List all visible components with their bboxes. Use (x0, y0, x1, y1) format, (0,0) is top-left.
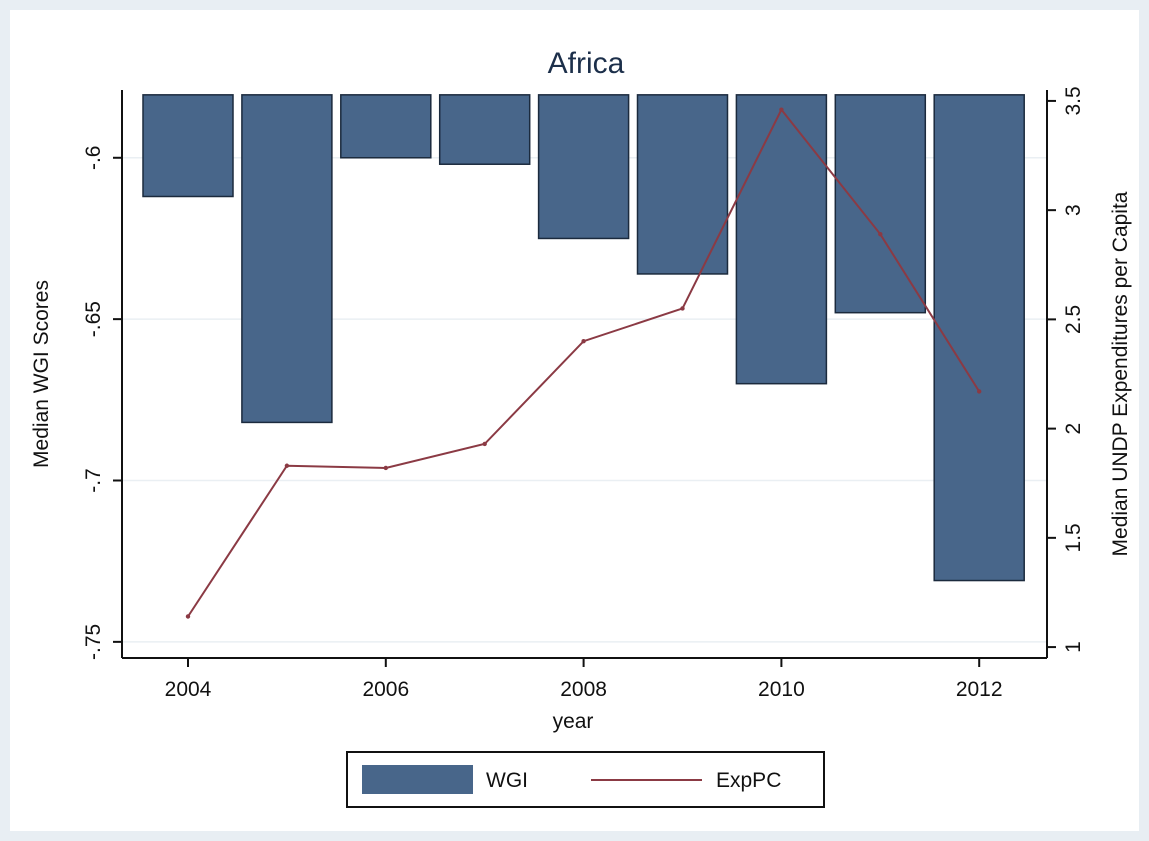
right-tick-label: 3 (1062, 204, 1085, 216)
tick-marks: -.6 -.65 -.7 -.75 1 1.5 2 2.5 3 3.5 2004 2006 2008 20… (82, 86, 1085, 701)
left-tick-label: -.65 (82, 301, 105, 337)
left-y-axis-title: Median WGI Scores (30, 280, 53, 468)
right-tick-label: 2 (1062, 423, 1085, 435)
exppc-line-group (185, 107, 982, 619)
wgi-bar-2005 (241, 94, 333, 424)
exppc-point-2009 (680, 306, 685, 311)
exppc-point-2011 (878, 231, 883, 237)
left-tick-label: -.7 (82, 468, 105, 493)
exppc-point-2010 (779, 107, 784, 112)
x-tick-label: 2008 (560, 678, 607, 701)
left-tick-label: -.75 (82, 624, 105, 660)
exppc-point-2007 (482, 441, 487, 447)
wgi-bar-2007 (438, 94, 531, 165)
legend-label-exppc: ExpPC (716, 769, 781, 792)
legend-swatch-wgi (362, 765, 473, 794)
x-tick-label: 2012 (956, 678, 1003, 701)
exppc-point-2006 (383, 465, 388, 471)
right-y-axis-title: Median UNDP Expenditures per Capita (1109, 191, 1132, 556)
exppc-point-2008 (581, 339, 586, 344)
x-tick-label: 2010 (758, 678, 805, 701)
x-axis-title: year (553, 710, 594, 733)
exppc-point-2012 (977, 389, 982, 394)
wgi-bars (142, 94, 1025, 582)
left-tick-label: -.6 (82, 146, 105, 171)
x-tick-label: 2006 (362, 678, 409, 701)
x-tick-label: 2004 (165, 678, 212, 701)
right-tick-label: 1.5 (1062, 523, 1085, 552)
wgi-bar-2009 (636, 94, 729, 275)
legend: WGI ExpPC (346, 751, 825, 808)
wgi-bar-2012 (933, 94, 1025, 582)
exppc-point-2004 (185, 614, 191, 619)
chart-title: Africa (548, 47, 625, 80)
wgi-bar-2011 (834, 94, 927, 314)
right-tick-label: 1 (1062, 641, 1085, 653)
legend-label-wgi: WGI (486, 769, 528, 792)
right-tick-label: 2.5 (1062, 305, 1085, 334)
wgi-bar-2006 (340, 94, 432, 159)
wgi-bar-2008 (537, 94, 630, 240)
wgi-bar-2010 (735, 94, 828, 385)
right-tick-label: 3.5 (1062, 86, 1085, 115)
wgi-bar-2004 (142, 94, 234, 198)
exppc-point-2005 (284, 463, 290, 468)
